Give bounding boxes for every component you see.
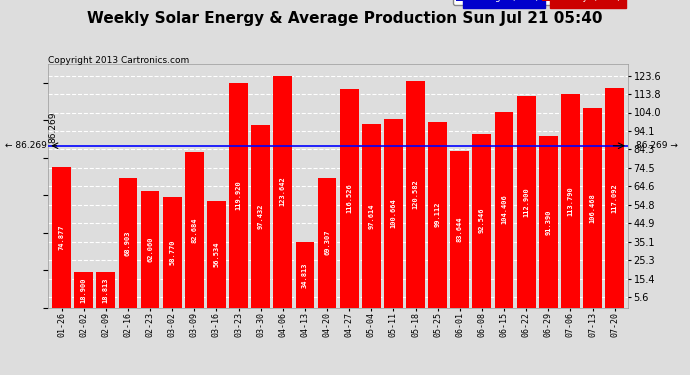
Bar <box>75 272 93 308</box>
Bar <box>52 167 71 308</box>
Bar <box>583 108 602 308</box>
Text: 86.269 →: 86.269 → <box>635 141 678 150</box>
Bar <box>473 134 491 308</box>
Bar <box>251 125 270 308</box>
Bar <box>141 191 159 308</box>
Legend: Average  (kWh), Weekly  (kWh): Average (kWh), Weekly (kWh) <box>453 0 623 4</box>
Text: 91.390: 91.390 <box>545 209 551 235</box>
Text: 34.813: 34.813 <box>302 262 308 288</box>
Bar <box>163 197 181 308</box>
Bar <box>273 76 292 307</box>
Text: 18.813: 18.813 <box>103 277 109 303</box>
Text: 68.903: 68.903 <box>125 230 131 256</box>
Bar <box>229 82 248 308</box>
Text: 116.526: 116.526 <box>346 183 352 213</box>
Text: 86.269: 86.269 <box>49 111 58 143</box>
Bar <box>539 136 558 308</box>
Text: 113.790: 113.790 <box>567 186 573 216</box>
Bar <box>451 151 469 308</box>
Text: 104.406: 104.406 <box>501 195 507 225</box>
Bar <box>185 153 204 308</box>
Text: ← 86.269: ← 86.269 <box>6 141 47 150</box>
Text: 99.112: 99.112 <box>435 202 441 227</box>
Bar <box>561 94 580 308</box>
Text: 69.307: 69.307 <box>324 230 330 255</box>
Text: 82.684: 82.684 <box>191 217 197 243</box>
Bar <box>119 178 137 308</box>
Bar <box>517 96 535 308</box>
Bar <box>317 177 337 308</box>
Text: 97.432: 97.432 <box>257 203 264 229</box>
Bar <box>362 124 381 308</box>
Text: 74.877: 74.877 <box>59 225 65 250</box>
Bar <box>97 272 115 308</box>
Bar <box>428 122 447 308</box>
Text: 100.664: 100.664 <box>391 198 397 228</box>
Text: 18.900: 18.900 <box>81 277 87 303</box>
Bar <box>384 119 403 308</box>
Text: 97.614: 97.614 <box>368 203 374 229</box>
Bar <box>406 81 425 308</box>
Text: 56.534: 56.534 <box>213 242 219 267</box>
Text: 123.642: 123.642 <box>279 177 286 207</box>
Text: 106.468: 106.468 <box>589 193 595 222</box>
Text: Weekly Solar Energy & Average Production Sun Jul 21 05:40: Weekly Solar Energy & Average Production… <box>87 11 603 26</box>
Text: 117.092: 117.092 <box>611 183 618 213</box>
Text: Copyright 2013 Cartronics.com: Copyright 2013 Cartronics.com <box>48 56 190 65</box>
Bar <box>605 88 624 308</box>
Text: 92.546: 92.546 <box>479 208 485 234</box>
Text: 58.770: 58.770 <box>169 240 175 265</box>
Text: 120.582: 120.582 <box>413 180 419 209</box>
Bar <box>295 242 315 308</box>
Text: 83.644: 83.644 <box>457 216 463 242</box>
Bar <box>339 89 359 308</box>
Text: 119.920: 119.920 <box>235 180 242 210</box>
Text: 112.900: 112.900 <box>523 187 529 216</box>
Bar <box>207 201 226 308</box>
Text: 62.060: 62.060 <box>147 237 153 262</box>
Bar <box>495 112 513 308</box>
